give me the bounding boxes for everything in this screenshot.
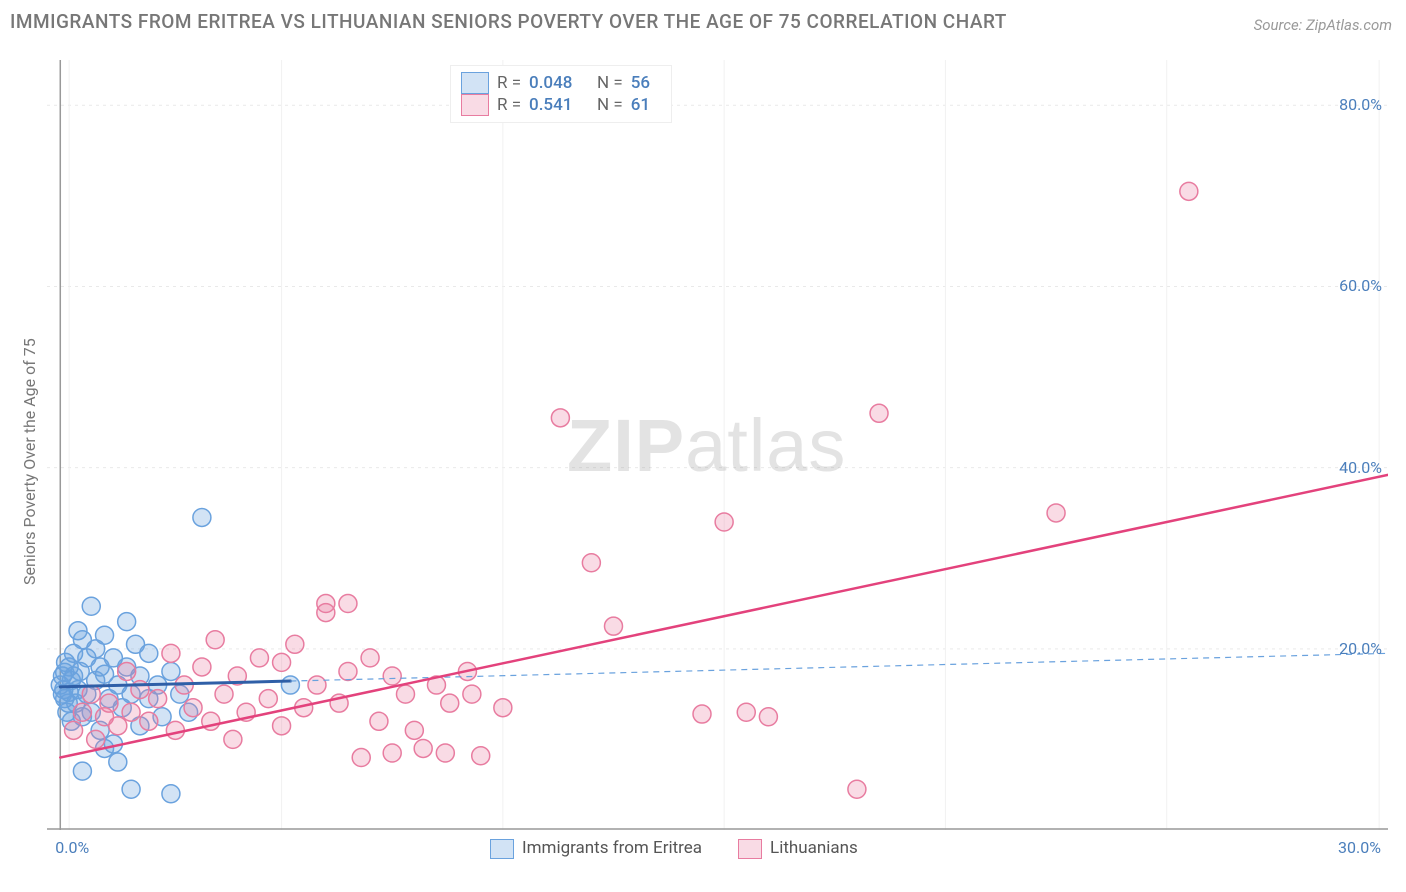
- y-axis-label: Seniors Poverty Over the Age of 75: [20, 305, 39, 585]
- y-tick-label: 20.0%: [1339, 639, 1382, 658]
- legend-r-value: 0.541: [529, 95, 589, 115]
- source-attribution: Source: ZipAtlas.com: [1254, 16, 1392, 34]
- series-legend-label: Lithuanians: [770, 838, 858, 858]
- source-prefix: Source:: [1254, 16, 1306, 34]
- series-legend-lithuanians: Lithuanians: [738, 838, 858, 859]
- series-legend: Immigrants from Eritrea Lithuanians: [490, 838, 858, 859]
- x-tick-label: 30.0%: [1338, 838, 1381, 857]
- legend-swatch: [461, 72, 489, 94]
- series-legend-eritrea: Immigrants from Eritrea: [490, 838, 702, 859]
- chart-title: IMMIGRANTS FROM ERITREA VS LITHUANIAN SE…: [10, 10, 1007, 33]
- legend-row-eritrea: R = 0.048 N = 56: [461, 72, 661, 94]
- y-tick-label: 60.0%: [1339, 276, 1382, 295]
- x-tick-label: 0.0%: [55, 838, 89, 857]
- series-legend-label: Immigrants from Eritrea: [522, 838, 702, 858]
- legend-swatch: [490, 839, 514, 859]
- source-name: ZipAtlas.com: [1306, 16, 1392, 34]
- chart-container: { "title": "IMMIGRANTS FROM ERITREA VS L…: [0, 0, 1406, 892]
- legend-row-lithuanians: R = 0.541 N = 61: [461, 94, 661, 116]
- correlation-legend: R = 0.048 N = 56 R = 0.541 N = 61: [450, 65, 672, 123]
- scatter-plot: [47, 60, 1388, 830]
- legend-n-label: N =: [597, 95, 623, 115]
- legend-r-label: R =: [497, 95, 521, 115]
- legend-r-value: 0.048: [529, 73, 589, 93]
- legend-n-value: 56: [631, 73, 661, 93]
- legend-swatch: [461, 94, 489, 116]
- legend-n-label: N =: [597, 73, 623, 93]
- legend-r-label: R =: [497, 73, 521, 93]
- legend-n-value: 61: [631, 95, 661, 115]
- y-tick-label: 80.0%: [1339, 95, 1382, 114]
- legend-swatch: [738, 839, 762, 859]
- y-tick-label: 40.0%: [1339, 458, 1382, 477]
